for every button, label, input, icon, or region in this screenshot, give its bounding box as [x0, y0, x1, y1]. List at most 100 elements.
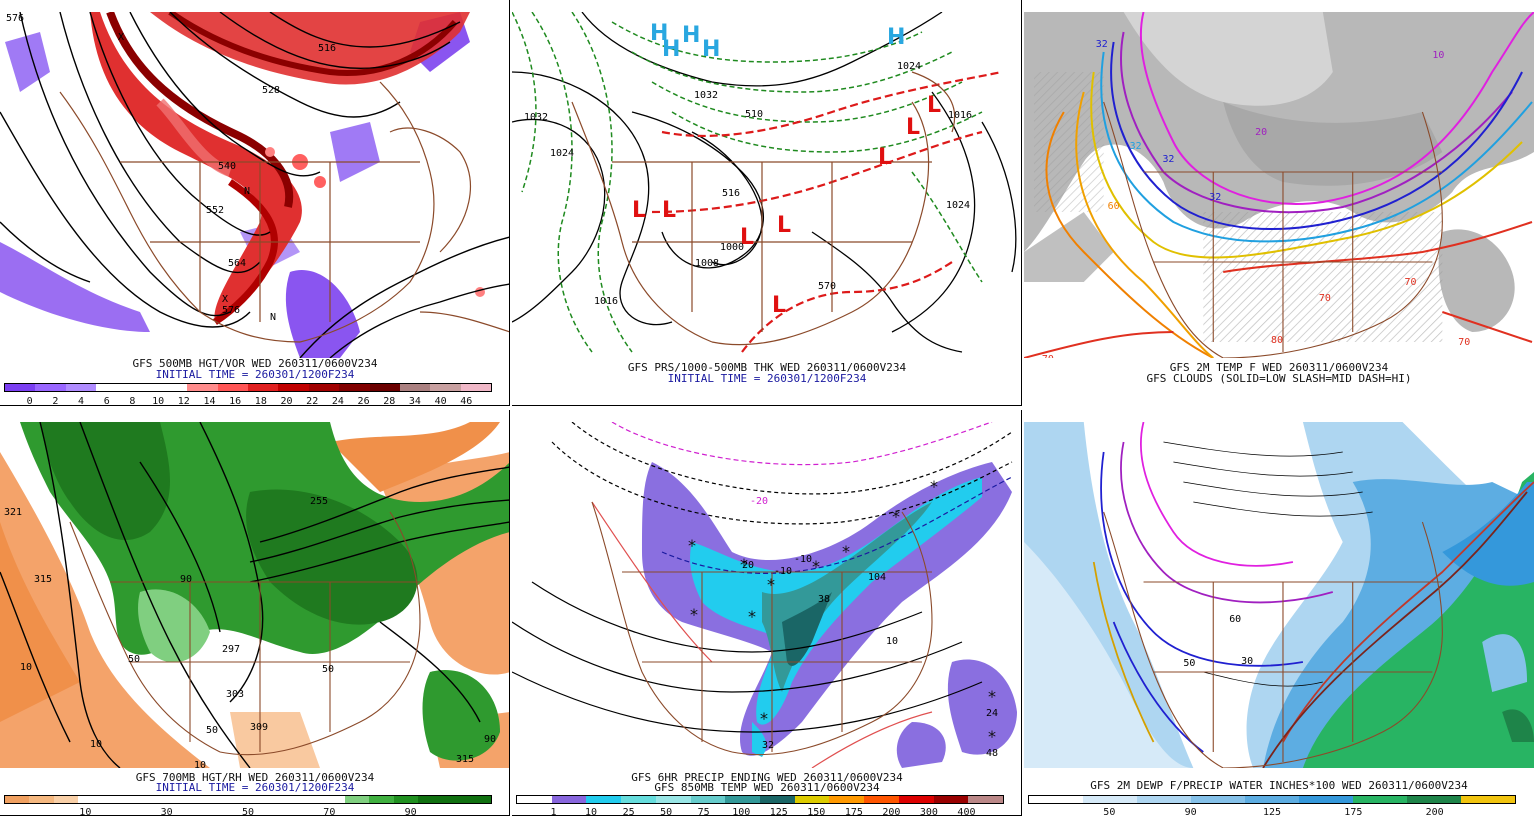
panel-2m-temp-clouds: 32 32 32 32 10 20 60 70 70 80 70 70 GFS …	[1024, 0, 1534, 406]
colorbar-label: 18	[254, 396, 267, 406]
svg-text:297: 297	[222, 644, 240, 655]
colorbar-swatch	[430, 384, 461, 391]
svg-text:510: 510	[745, 109, 763, 120]
svg-text:48: 48	[986, 748, 998, 759]
colorbar	[1028, 795, 1516, 804]
panel-caption-line1: GFS 2M DEWP F/PRECIP WATER INCHES*100 WE…	[1090, 779, 1468, 792]
panel-caption-line2: INITIAL TIME = 260301/1200F234	[155, 368, 355, 381]
svg-text:60: 60	[1229, 614, 1241, 625]
colorbar-label: 1	[550, 807, 557, 816]
map-2m-temperature: 32 32 32 32 10 20 60 70 70 80 70 70	[1024, 12, 1534, 358]
colorbar-label: 50	[1103, 807, 1116, 816]
colorbar-swatch	[655, 796, 691, 803]
svg-text:1024: 1024	[897, 61, 921, 72]
panel-caption-line1: GFS 500MB HGT/VOR WED 260311/0600V234	[132, 357, 378, 370]
svg-text:1032: 1032	[694, 90, 718, 101]
low-pressure-symbol: L	[632, 198, 646, 223]
svg-text:38: 38	[818, 594, 830, 605]
panel-500mb-hgt-vor: 576 516 528 540 552 564 576 N N X X GFS …	[0, 0, 510, 406]
colorbar-swatch	[5, 796, 30, 803]
colorbar-swatch	[621, 796, 656, 803]
svg-text:309: 309	[250, 722, 268, 733]
svg-text:104: 104	[868, 572, 886, 583]
colorbar-labels: 10 30 50 70 90	[4, 807, 492, 816]
svg-text:*: *	[892, 507, 900, 526]
colorbar-swatch	[339, 384, 370, 391]
svg-text:1016: 1016	[948, 110, 972, 121]
svg-text:80: 80	[1271, 335, 1283, 346]
colorbar	[4, 795, 492, 804]
colorbar-label: 20	[280, 396, 293, 406]
colorbar-swatch	[5, 384, 36, 391]
svg-text:-20: -20	[750, 496, 768, 507]
svg-text:315: 315	[456, 754, 474, 765]
colorbar-swatch	[393, 796, 419, 803]
svg-text:70: 70	[1042, 354, 1054, 358]
svg-text:*: *	[748, 607, 756, 626]
svg-text:540: 540	[218, 161, 236, 172]
colorbar-swatch	[296, 796, 321, 803]
colorbar-label: 34	[408, 396, 421, 406]
svg-text:*: *	[812, 557, 820, 576]
colorbar-swatch	[517, 796, 552, 803]
colorbar-label: 125	[1262, 807, 1282, 816]
svg-text:*: *	[988, 687, 996, 706]
colorbar-swatch	[369, 384, 400, 391]
colorbar-swatch	[272, 796, 297, 803]
colorbar-swatch	[399, 384, 431, 391]
colorbar-label: 10	[152, 396, 165, 406]
colorbar-labels: 1 10 25 50 75 100 125 150 175 200 300 400	[516, 807, 1004, 816]
colorbar-labels: 0 2 4 6 8 10 12 14 16 18 20 22 24 26 28 34 40 46	[4, 396, 492, 406]
colorbar-label: 40	[434, 396, 447, 406]
svg-text:L: L	[927, 93, 941, 118]
svg-text:L: L	[740, 225, 754, 250]
colorbar-label: 14	[203, 396, 216, 406]
svg-text:255: 255	[310, 496, 328, 507]
colorbar-swatch	[1299, 796, 1353, 803]
colorbar-label: 200	[1425, 807, 1444, 816]
colorbar-label: 24	[331, 396, 344, 406]
colorbar-label: 10	[585, 807, 598, 816]
colorbar-swatch	[1353, 796, 1407, 803]
svg-text:10: 10	[20, 662, 32, 673]
svg-text:516: 516	[318, 43, 336, 54]
colorbar-label: 2	[52, 396, 59, 406]
colorbar-swatch	[126, 384, 157, 391]
svg-text:32: 32	[1162, 154, 1174, 165]
colorbar-swatch	[248, 384, 279, 391]
colorbar-swatch	[551, 796, 587, 803]
colorbar-label: 300	[919, 807, 938, 816]
svg-text:*: *	[767, 575, 775, 594]
colorbar-swatch	[1191, 796, 1245, 803]
colorbar-swatch	[1461, 796, 1515, 803]
colorbar-label: 100	[732, 807, 751, 816]
colorbar-swatch	[156, 384, 188, 391]
colorbar-swatch	[794, 796, 830, 803]
panel-caption-line2: INITIAL TIME = 260301/1200F234	[155, 781, 355, 794]
svg-text:570: 570	[818, 281, 836, 292]
colorbar-swatch	[898, 796, 934, 803]
svg-text:*: *	[842, 542, 850, 561]
svg-text:50: 50	[322, 664, 334, 675]
svg-text:*: *	[740, 555, 748, 574]
colorbar-swatch	[77, 796, 103, 803]
svg-text:*: *	[930, 477, 938, 496]
colorbar-swatch	[65, 384, 97, 391]
colorbar-swatch	[1245, 796, 1299, 803]
panel-caption-line1: GFS 6HR PRECIP ENDING WED 260311/0600V23…	[631, 771, 903, 784]
svg-text:32: 32	[1209, 192, 1221, 203]
colorbar-label: 28	[383, 396, 396, 406]
colorbar-swatch	[150, 796, 176, 803]
colorbar-label: 22	[306, 396, 319, 406]
svg-text:1032: 1032	[524, 112, 548, 123]
svg-text:N: N	[244, 186, 250, 197]
colorbar-swatch	[864, 796, 899, 803]
svg-text:H: H	[682, 23, 700, 48]
svg-text:L: L	[878, 145, 892, 170]
svg-text:H: H	[662, 37, 680, 62]
svg-text:303: 303	[226, 689, 244, 700]
colorbar-swatch	[175, 796, 200, 803]
svg-text:L: L	[906, 115, 920, 140]
colorbar-label: 400	[957, 807, 976, 816]
svg-text:*: *	[760, 709, 768, 728]
